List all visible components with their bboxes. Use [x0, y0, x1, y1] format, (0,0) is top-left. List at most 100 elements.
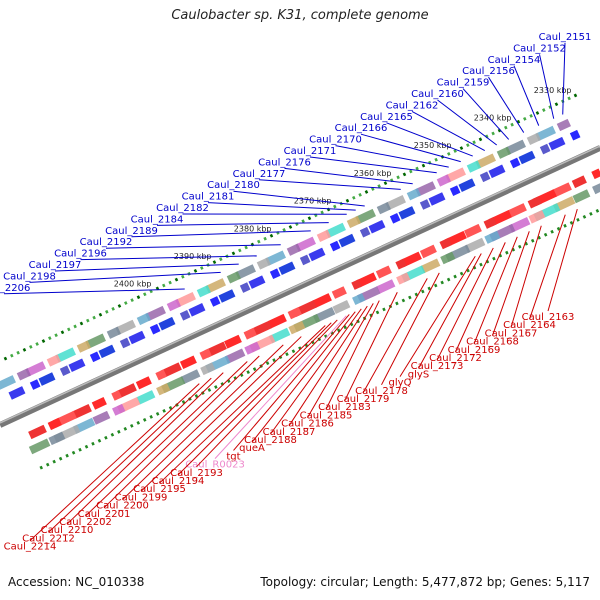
leader-line [386, 122, 473, 157]
gene-annotation-block [0, 375, 16, 391]
scale-dot [550, 229, 554, 234]
leader-line [177, 322, 332, 476]
gene-annotation-block [440, 251, 456, 265]
scale-dot [320, 210, 324, 215]
reverse-gene [375, 265, 392, 279]
gene-annotation-block [288, 320, 306, 335]
gene-annotation-block [505, 139, 526, 155]
scale-dot [554, 102, 559, 107]
scale-dot [307, 216, 312, 221]
gene-annotation-block [256, 257, 271, 270]
leader-line [48, 377, 212, 533]
forward-gene [548, 136, 566, 151]
leader-line [131, 230, 311, 238]
gene-annotation-block [156, 383, 171, 396]
scale-dot [375, 310, 380, 315]
reverse-gene [419, 244, 437, 259]
forward-gene [569, 129, 581, 141]
scale-dot [333, 204, 337, 209]
scale-dot [582, 214, 587, 219]
scale-dot [272, 358, 276, 363]
scale-dot [123, 426, 128, 431]
gene-label: Caul_2196 [54, 249, 107, 260]
gene-annotation-block [332, 300, 351, 315]
gene-label: Caul_2172 [429, 353, 482, 364]
scale-dot [207, 388, 212, 392]
gene-label: Caul_2188 [244, 435, 297, 446]
gene-annotation-block [244, 341, 261, 355]
scale-dot [149, 414, 153, 419]
leader-line [122, 344, 284, 500]
forward-gene [38, 372, 56, 386]
scale-dot [84, 444, 89, 449]
gene-label: Caul_2192 [80, 237, 133, 248]
leader-line [80, 255, 257, 261]
scale-dot [567, 96, 571, 101]
gene-annotation-block [28, 438, 51, 455]
scale-dot [447, 152, 451, 156]
forward-gene [458, 178, 476, 192]
gene-annotation-block [436, 174, 451, 187]
reverse-gene [91, 397, 107, 410]
scale-dot [352, 195, 356, 200]
gene-annotation-block [16, 368, 31, 381]
leader-line [156, 222, 329, 226]
gene-label: Caul_2168 [466, 337, 519, 348]
scale-dot [595, 209, 600, 213]
gene-annotation-block [376, 279, 396, 294]
gene-annotation-block [572, 189, 591, 204]
scale-dot [231, 251, 236, 256]
leader-line [335, 145, 449, 168]
scale-dot [446, 277, 451, 282]
forward-gene [149, 323, 161, 335]
forward-gene [509, 157, 521, 169]
leader-line [103, 355, 260, 509]
gene-label: Caul_2206 [0, 283, 30, 294]
leader-line [411, 110, 485, 151]
gene-annotation-block [265, 250, 286, 266]
gene-annotation-block [376, 201, 391, 215]
gene-label: Caul_R0023 [185, 460, 245, 471]
scale-dot [408, 295, 412, 300]
reverse-gene [243, 327, 257, 340]
scale-dot [16, 350, 20, 355]
scale-dot [155, 412, 160, 416]
leader-line [105, 244, 281, 249]
scale-dot [193, 268, 198, 273]
scale-dot [563, 223, 567, 228]
scale-dot [282, 228, 286, 232]
gene-label: Caul_2160 [411, 89, 464, 100]
reverse-gene [464, 223, 482, 238]
leader-line [344, 292, 398, 402]
leader-line [66, 372, 224, 525]
reverse-gene [312, 293, 332, 308]
leader-line [492, 231, 530, 336]
forward-gene [308, 247, 326, 262]
forward-gene [119, 337, 131, 349]
gene-annotation-block [526, 132, 541, 146]
gene-annotation-block [175, 292, 196, 308]
gene-annotation-block [316, 229, 331, 242]
scale-dot [52, 459, 56, 464]
scale-dot [117, 304, 122, 308]
leader-line [233, 314, 350, 451]
reverse-gene [116, 383, 137, 399]
forward-gene [338, 233, 356, 248]
scale-dot [174, 277, 179, 282]
scale-dot [263, 236, 267, 241]
genome-summary: Topology: circular; Length: 5,477,872 bp… [260, 575, 590, 589]
gene-annotation-block [224, 348, 246, 364]
gene-annotation-block [385, 195, 406, 211]
scale-dot [479, 262, 483, 267]
scale-dot [110, 432, 115, 437]
leader-line [85, 361, 248, 517]
gene-label: queA [239, 443, 265, 454]
scale-dot [250, 242, 255, 247]
leader-line [29, 383, 200, 541]
leader-line [418, 253, 482, 369]
leader-line [140, 336, 302, 492]
scale-tick-label: 2350 kbp [414, 141, 452, 150]
gene-annotation-block [445, 167, 466, 183]
scale-dot [343, 325, 347, 330]
gene-annotation-block [475, 153, 496, 169]
